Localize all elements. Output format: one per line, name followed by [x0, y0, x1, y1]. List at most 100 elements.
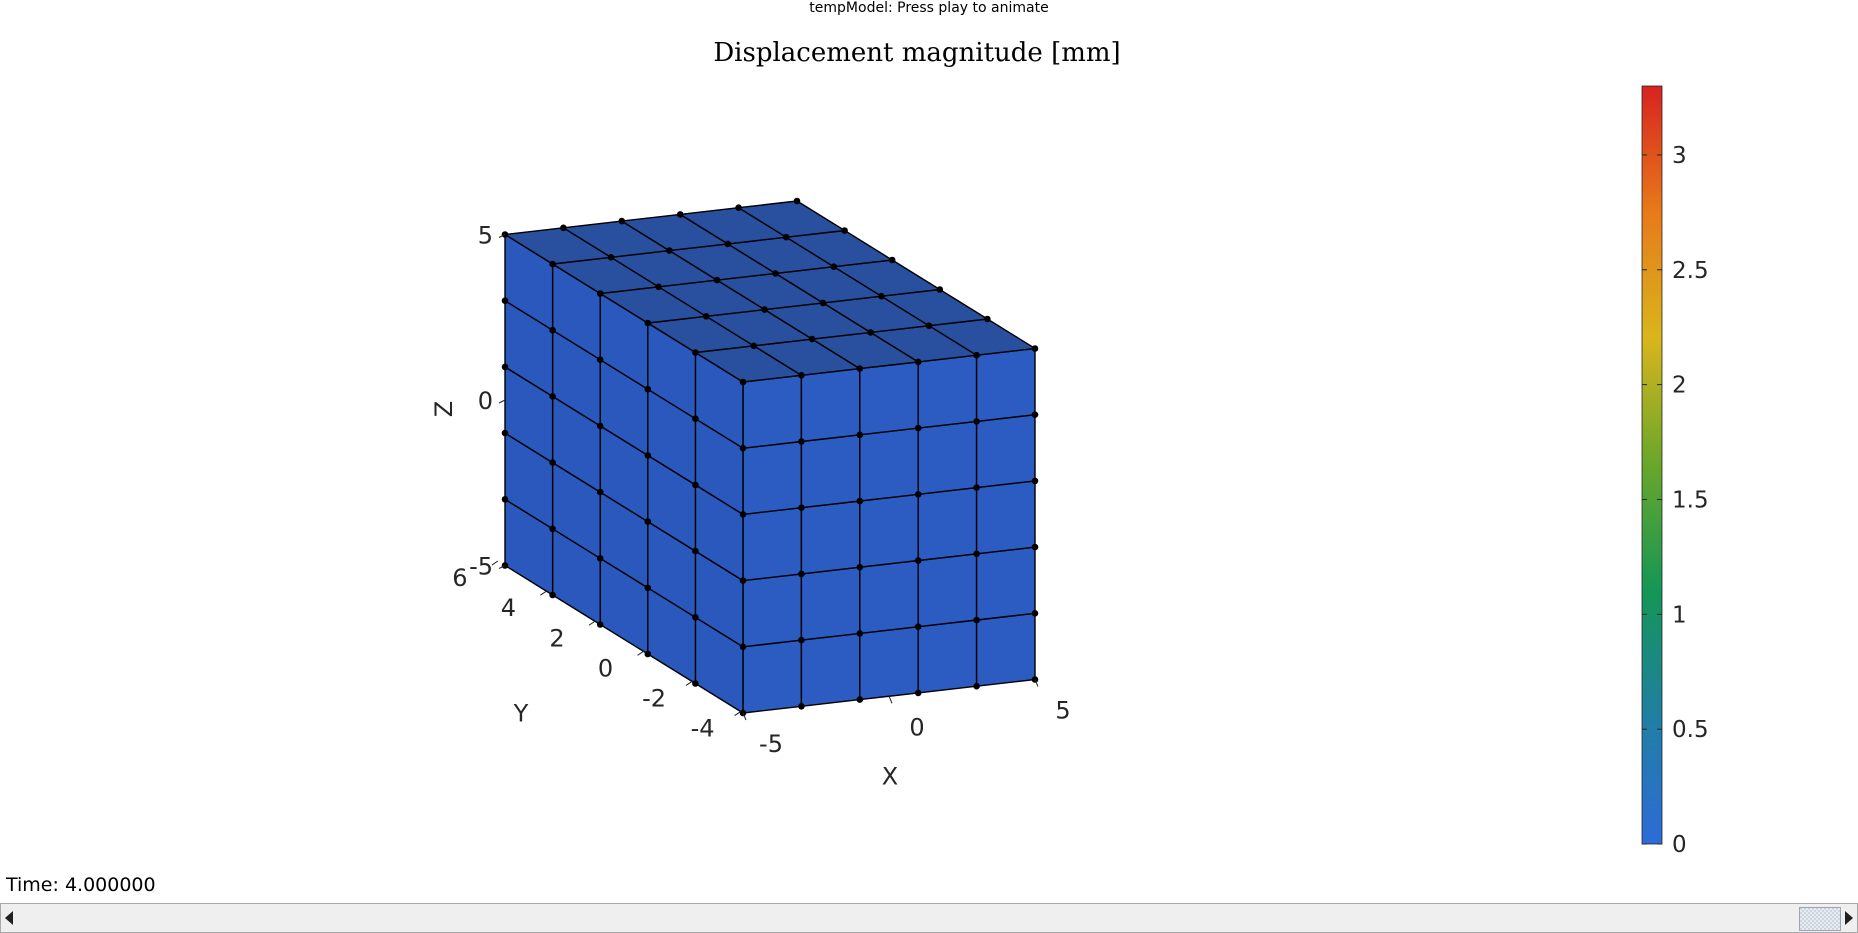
mesh-node	[888, 256, 896, 264]
mesh-node	[549, 591, 556, 599]
mesh-node	[596, 555, 604, 562]
mesh-node	[560, 224, 567, 232]
z-axis-label: Z	[430, 401, 458, 417]
mesh-face-front[interactable]	[975, 546, 1036, 621]
z-tick-mark	[498, 234, 506, 238]
mesh-node	[739, 378, 747, 386]
mesh-node	[618, 217, 626, 225]
mesh-node	[925, 322, 933, 330]
mesh-node	[914, 689, 922, 697]
colorbar-tick-label: 0.5	[1672, 717, 1709, 743]
mesh-node	[692, 415, 699, 423]
mesh-node	[692, 547, 699, 555]
mesh-node	[739, 444, 747, 452]
mesh-node	[973, 418, 980, 425]
mesh-face-front[interactable]	[917, 486, 978, 562]
mesh-node	[596, 621, 604, 628]
y-tick-label: 6	[452, 564, 467, 592]
mesh-node	[596, 356, 604, 364]
mesh-node	[772, 270, 779, 277]
mesh-face-front[interactable]	[800, 566, 861, 641]
mesh-face-front[interactable]	[917, 420, 978, 495]
mesh-face-front[interactable]	[859, 559, 919, 635]
mesh-node	[936, 286, 944, 293]
colorbar-ramp	[1641, 85, 1663, 845]
mesh-node	[501, 363, 509, 371]
mesh-node	[739, 511, 747, 518]
plot-scene[interactable]: Displacement magnitude [mm] -5 0 5 -4 -2 0 2 4 6…	[0, 16, 1858, 870]
mesh-face-front[interactable]	[742, 639, 803, 714]
mesh-node	[914, 358, 922, 366]
x-tick-mark	[742, 712, 747, 721]
figure-area[interactable]: Displacement magnitude [mm] -5 0 5 -4 -2 0 2 4 6…	[0, 16, 1858, 896]
mesh-node	[692, 680, 699, 687]
mesh-node	[856, 365, 864, 372]
mesh-face-front[interactable]	[859, 626, 919, 701]
colorbar-tick-label: 1.5	[1672, 487, 1709, 513]
mesh-node	[501, 297, 509, 305]
mesh-node	[607, 254, 615, 261]
scroll-left-button[interactable]	[1, 904, 17, 932]
scroll-right-button[interactable]	[1841, 904, 1857, 932]
mesh-node	[782, 233, 790, 241]
mesh-face-front[interactable]	[975, 612, 1036, 687]
mesh-node	[973, 550, 980, 558]
mesh-face-front[interactable]	[917, 619, 978, 694]
mesh-face-front[interactable]	[917, 354, 978, 429]
mesh-node	[692, 481, 699, 489]
y-tick-label: 0	[598, 654, 613, 682]
mesh-face-front[interactable]	[742, 440, 803, 516]
time-readout: Time: 4.000000	[6, 874, 156, 896]
mesh-face-front[interactable]	[917, 553, 978, 628]
mesh-node	[1031, 543, 1039, 551]
y-tick-label: 2	[549, 624, 564, 652]
mesh-node	[750, 342, 758, 350]
status-bar: Time: 4.000000	[0, 870, 1858, 900]
mesh-face-front[interactable]	[742, 374, 803, 449]
mesh-face-front[interactable]	[859, 493, 919, 568]
mesh-node	[798, 438, 805, 445]
mesh-node	[644, 319, 652, 327]
mesh-face-front[interactable]	[800, 434, 861, 509]
mesh-node	[914, 491, 922, 498]
mesh-node	[798, 504, 805, 512]
colorbar-tick-label: 2.5	[1672, 258, 1709, 284]
scroll-thumb[interactable]	[1799, 907, 1841, 931]
mesh-face-front[interactable]	[800, 500, 861, 575]
mesh-node	[596, 290, 604, 297]
y-tick-mark	[588, 620, 596, 626]
x-axis-label: X	[882, 762, 898, 790]
mesh-face-front[interactable]	[859, 361, 919, 436]
mesh-face-front[interactable]	[742, 573, 803, 648]
mesh-node	[856, 563, 864, 571]
y-tick-mark	[734, 711, 741, 716]
mesh-face-front[interactable]	[975, 347, 1036, 423]
mesh-face-front[interactable]	[859, 427, 919, 502]
mesh-node	[702, 313, 710, 320]
mesh-face-front[interactable]	[975, 414, 1036, 489]
mesh-node	[549, 393, 556, 400]
z-tick-mark	[498, 565, 506, 569]
y-tick-mark	[685, 681, 693, 686]
mesh-face-front[interactable]	[800, 367, 861, 443]
mesh-node	[878, 292, 885, 300]
mesh-node	[830, 263, 838, 270]
mesh-face-front[interactable]	[742, 507, 803, 582]
mesh-node	[713, 276, 721, 284]
x-tick-label: 0	[909, 713, 924, 741]
mesh-node	[856, 630, 864, 637]
mesh-node	[984, 315, 991, 323]
mesh-node	[644, 584, 652, 592]
z-tick-label: 5	[478, 222, 493, 250]
time-scrollbar[interactable]	[0, 903, 1858, 933]
mesh-node	[973, 682, 980, 690]
mesh-node	[692, 614, 699, 621]
z-tick-label: 0	[478, 387, 493, 415]
mesh-node	[914, 623, 922, 630]
mesh-node	[1031, 477, 1039, 485]
mesh-node	[798, 570, 805, 578]
mesh[interactable]	[504, 200, 1036, 714]
x-tick-label: -5	[759, 730, 783, 758]
mesh-face-front[interactable]	[975, 480, 1036, 555]
mesh-face-front[interactable]	[800, 632, 861, 707]
